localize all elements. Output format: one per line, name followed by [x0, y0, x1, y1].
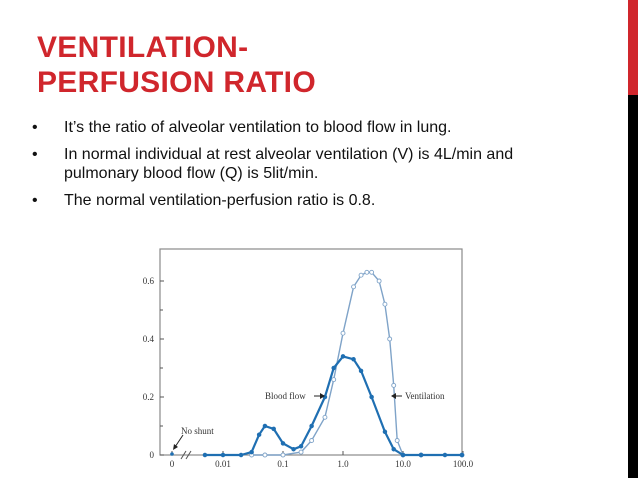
- accent-bar-red: [628, 0, 638, 95]
- bullet-marker: •: [32, 192, 38, 209]
- bullet-list: • It’s the ratio of alveolar ventilation …: [22, 118, 582, 218]
- arrowhead-icon: [320, 393, 325, 399]
- ventilation-label: Ventilation: [391, 391, 445, 401]
- x-axis: 0 0.01 0.1 1.0 10.0 100.0: [170, 451, 474, 469]
- slide-title: VENTILATION- PERFUSION RATIO: [37, 30, 316, 100]
- svg-text:0.1: 0.1: [277, 459, 288, 469]
- plot-frame: [159, 248, 463, 456]
- svg-text:0.2: 0.2: [143, 392, 154, 402]
- svg-text:No shunt: No shunt: [181, 426, 214, 436]
- arrowhead-icon: [391, 393, 396, 399]
- bullet-marker: •: [32, 146, 38, 163]
- svg-text:Blood flow: Blood flow: [265, 391, 306, 401]
- title-line-2: PERFUSION RATIO: [37, 66, 316, 99]
- bullet-item: • In normal individual at rest alveolar v…: [32, 146, 514, 182]
- blood-flow-label: Blood flow: [265, 391, 325, 401]
- svg-text:100.0: 100.0: [453, 459, 474, 469]
- svg-text:0.6: 0.6: [143, 276, 155, 286]
- no-shunt-annotation: No shunt: [170, 426, 214, 456]
- svg-text:0: 0: [170, 459, 175, 469]
- svg-text:10.0: 10.0: [395, 459, 411, 469]
- svg-text:0: 0: [150, 450, 155, 460]
- title-line-1: VENTILATION-: [37, 31, 249, 64]
- bullet-marker: •: [32, 119, 38, 136]
- accent-bar-black: [628, 95, 638, 478]
- svg-text:1.0: 1.0: [337, 459, 349, 469]
- arrow-icon: [174, 434, 184, 448]
- arrowhead-icon: [173, 444, 178, 450]
- bullet-item: • It’s the ratio of alveolar ventilation …: [32, 119, 452, 136]
- svg-text:Ventilation: Ventilation: [405, 391, 445, 401]
- y-axis: 0 0.2 0.4 0.6: [143, 276, 164, 460]
- plot-series: [202, 269, 465, 458]
- axis-break-icon: [180, 450, 192, 460]
- bullet-item: • The normal ventilation-perfusion ratio …: [32, 192, 376, 209]
- svg-text:0.4: 0.4: [143, 334, 155, 344]
- svg-text:0.01: 0.01: [215, 459, 231, 469]
